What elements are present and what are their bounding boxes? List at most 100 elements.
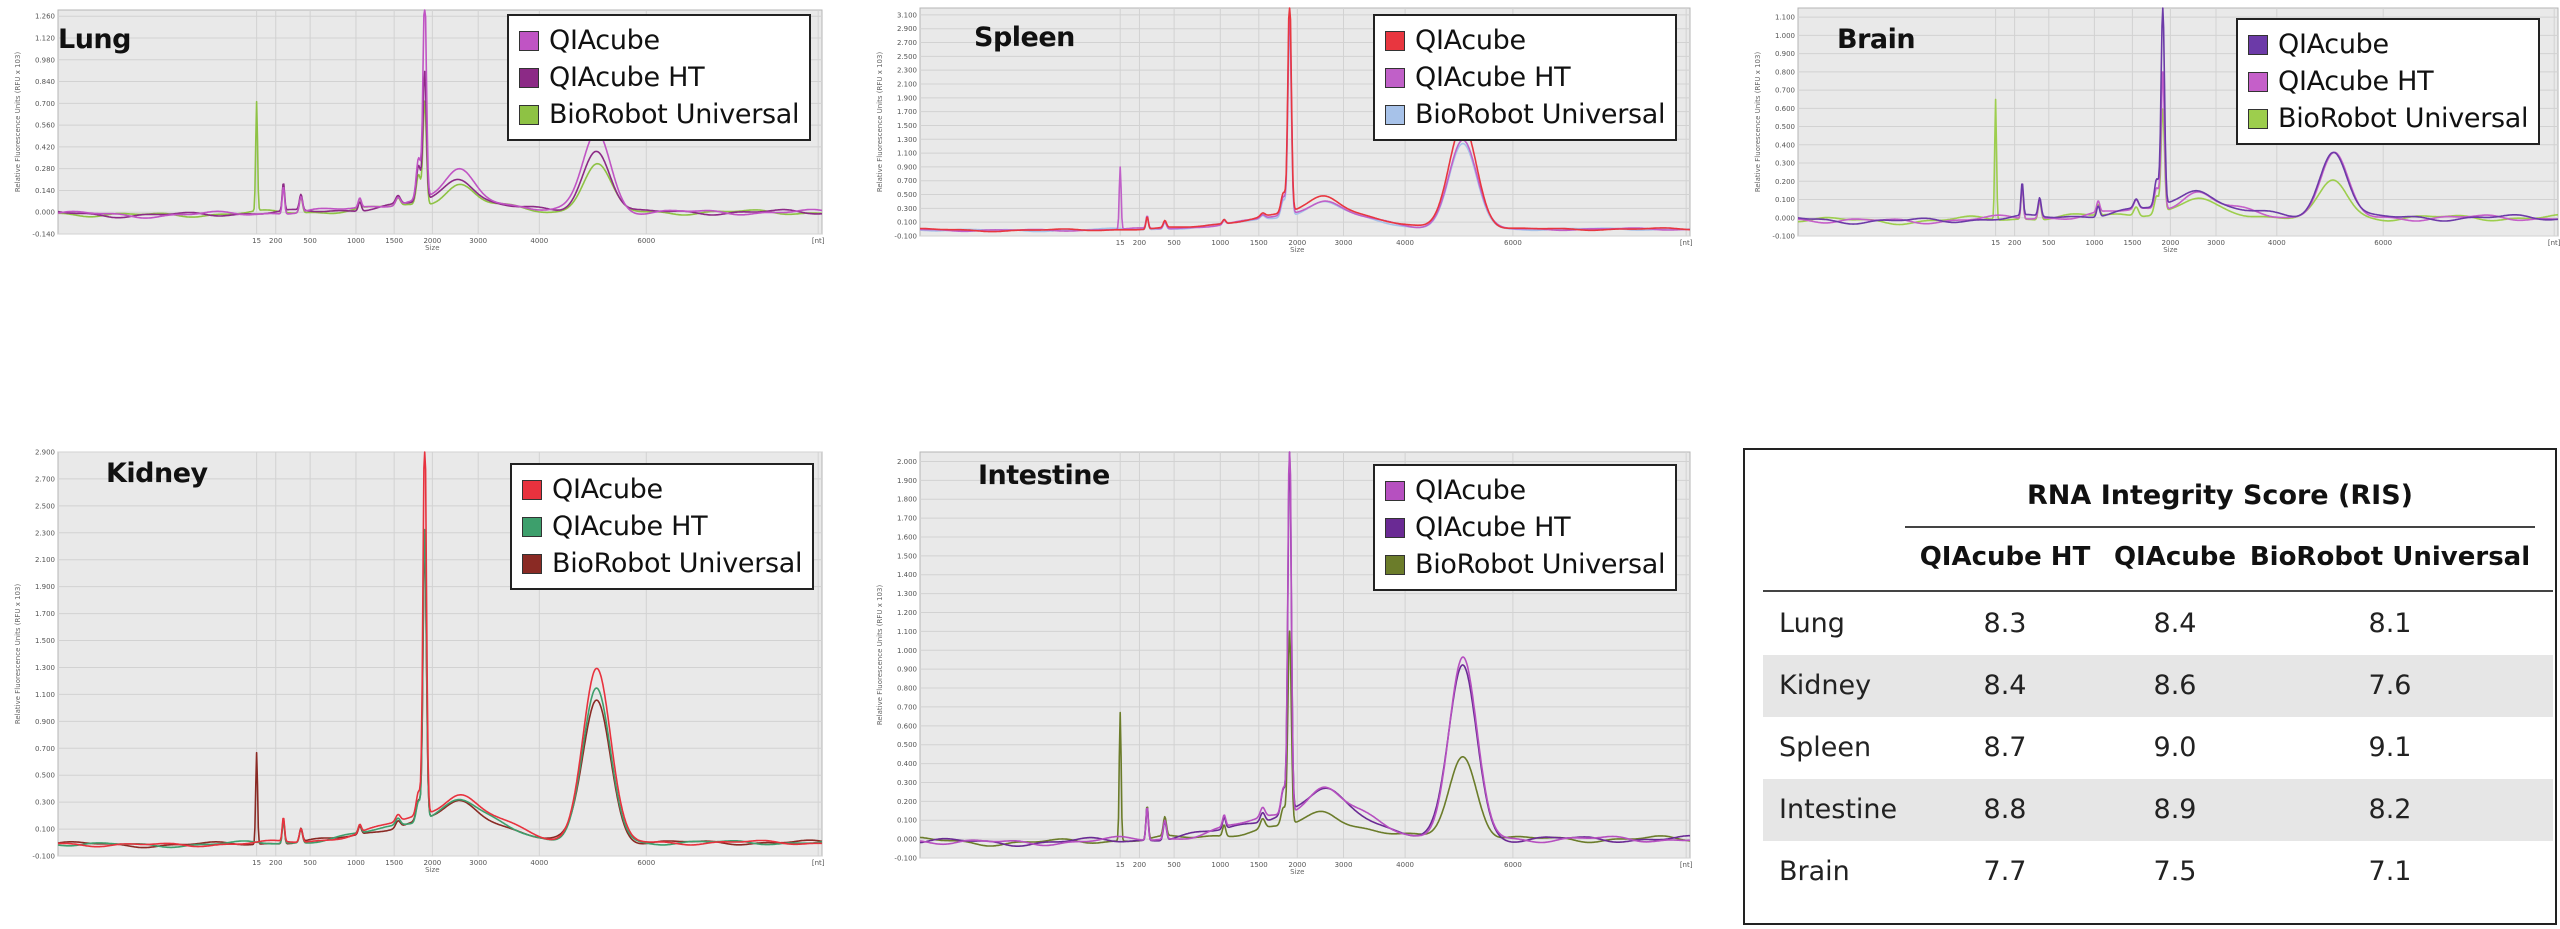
y-tick-label: 1.700 [35,610,55,618]
x-tick-label: 1500 [1250,239,1268,247]
y-tick-label: 0.500 [897,191,917,199]
x-tick-label: 1000 [1211,239,1229,247]
x-tick-label: [nt] [2548,239,2560,247]
y-tick-label: 0.800 [897,685,917,693]
y-tick-label: 2.000 [897,458,917,466]
y-tick-label: 1.900 [35,583,55,591]
table-row: Intestine 8.8 8.9 8.2 [1763,779,2553,841]
legend-label: QIAcube [1415,475,1526,506]
x-tick-label: 1500 [385,859,403,867]
spleen-chart: -0.100 0.100 0.300 0.500 0.700 0.900 1.100 1.30… [862,0,1702,254]
legend-swatch [2248,34,2268,55]
y-tick-label: -0.140 [32,231,55,239]
intestine-chart: -0.100 0.000 0.100 0.200 0.300 0.400 0.500 0.60… [862,440,1702,876]
table-row: Kidney 8.4 8.6 7.6 [1763,655,2553,717]
y-tick-label: 1.100 [35,691,55,699]
cell-biorobot: 8.1 [2368,608,2412,639]
y-tick-label: 0.300 [1775,160,1795,168]
table-row: Brain 7.7 7.5 7.1 [1763,841,2553,903]
y-tick-label: 2.300 [35,529,55,537]
ris-table-title: RNA Integrity Score (RIS) [2027,480,2413,511]
legend-item: QIAcube HT [1385,509,1665,546]
series-line-biorobot-universal [1798,98,2559,226]
y-tick-label: 1.000 [1775,32,1795,40]
series-line-qiacube [1797,7,2558,225]
legend-item: QIAcube [2248,26,2528,63]
x-tick-label: 4000 [2268,239,2286,247]
legend-label: QIAcube HT [1415,62,1571,93]
x-tick-label: 3000 [469,859,487,867]
x-tick-label: 200 [1133,239,1146,247]
y-tick-label: 0.280 [35,165,55,173]
y-tick-label: 0.100 [1775,196,1795,204]
legend-item: QIAcube [1385,22,1665,59]
legend-label: BioRobot Universal [552,548,803,579]
y-tick-label: 1.300 [897,590,917,598]
spleen-chart-title: Spleen [974,22,1075,53]
y-tick-label: 2.700 [897,39,917,47]
x-tick-label: [nt] [1680,239,1693,247]
brain-legend: QIAcube QIAcube HT BioRobot Universal [2236,18,2541,145]
x-tick-label: 200 [1133,861,1146,869]
y-tick-label: 0.200 [897,798,917,806]
y-tick-label: 1.900 [897,94,917,102]
y-tick-label: 0.700 [897,177,917,185]
y-tick-label: 0.420 [35,143,55,151]
legend-item: QIAcube HT [1385,59,1665,96]
legend-swatch [519,30,539,51]
legend-label: BioRobot Universal [2278,103,2529,134]
y-tick-label: 2.900 [897,25,917,33]
intestine-chart-svg: -0.100 0.000 0.100 0.200 0.300 0.400 0.500 0.60… [876,451,1693,876]
cell-qiacube: 7.5 [2153,856,2197,887]
x-tick-label: 6000 [2374,239,2392,247]
y-tick-label: 2.700 [35,475,55,483]
cell-qiacube: 8.6 [2153,670,2197,701]
y-tick-label: -0.100 [894,855,917,863]
y-tick-label: 3.100 [897,11,917,19]
legend-label: BioRobot Universal [1415,99,1666,130]
y-tick-label: 1.500 [897,122,917,130]
brain-chart-title: Brain [1837,24,1916,55]
ris-col-header: QIAcube HT [1919,542,2091,572]
cell-qiacube: 8.4 [2153,608,2197,639]
y-tick-label: -0.100 [1772,233,1795,241]
x-tick-label: [nt] [812,237,825,245]
x-tick-label: 6000 [637,237,655,245]
legend-swatch [519,104,539,125]
x-tick-label: 200 [269,859,282,867]
y-tick-label: 1.500 [35,637,55,645]
intestine-chart-title: Intestine [978,460,1110,491]
y-tick-label: 1.700 [897,515,917,523]
y-tick-label: 1.000 [897,647,917,655]
brain-chart: -0.100 0.000 0.100 0.200 0.300 0.400 0.500 0.60… [1740,0,2560,254]
y-tick-label: 1.300 [35,664,55,672]
lung-chart: -0.140 0.000 0.140 0.280 0.420 0.560 0.700 0.84… [0,0,830,252]
legend-swatch [2248,71,2268,92]
x-tick-label: 500 [1167,861,1180,869]
series-line-qiacube [920,7,1690,233]
cell-biorobot: 8.2 [2368,794,2412,825]
y-tick-label: 0.900 [897,666,917,674]
ris-header-rule [1763,590,2553,592]
kidney-chart: -0.100 0.100 0.300 0.500 0.700 0.900 1.100 1.30… [0,440,830,875]
x-axis-label: Size [425,244,439,252]
x-tick-label: 3000 [1335,861,1353,869]
y-tick-label: 0.300 [897,779,917,787]
y-tick-label: 2.500 [897,53,917,61]
legend-item: BioRobot Universal [522,545,803,582]
table-row: Lung 8.3 8.4 8.1 [1763,593,2553,655]
y-tick-label: 2.100 [35,556,55,564]
y-tick-label: 0.000 [1775,214,1795,222]
cell-qiacube-ht: 7.7 [1983,856,2027,887]
x-tick-label: 3000 [1335,239,1353,247]
legend-label: BioRobot Universal [549,99,800,130]
y-tick-label: 0.100 [897,219,917,227]
x-axis-label: Size [1290,868,1304,876]
y-tick-label: 0.100 [35,826,55,834]
series-line-biorobot-universal [57,100,823,218]
y-tick-label: 0.500 [897,741,917,749]
y-tick-label: 0.700 [35,100,55,108]
x-tick-label: [nt] [812,859,825,867]
series-line-qiacube [58,451,823,848]
x-axis-label: Size [425,866,439,874]
